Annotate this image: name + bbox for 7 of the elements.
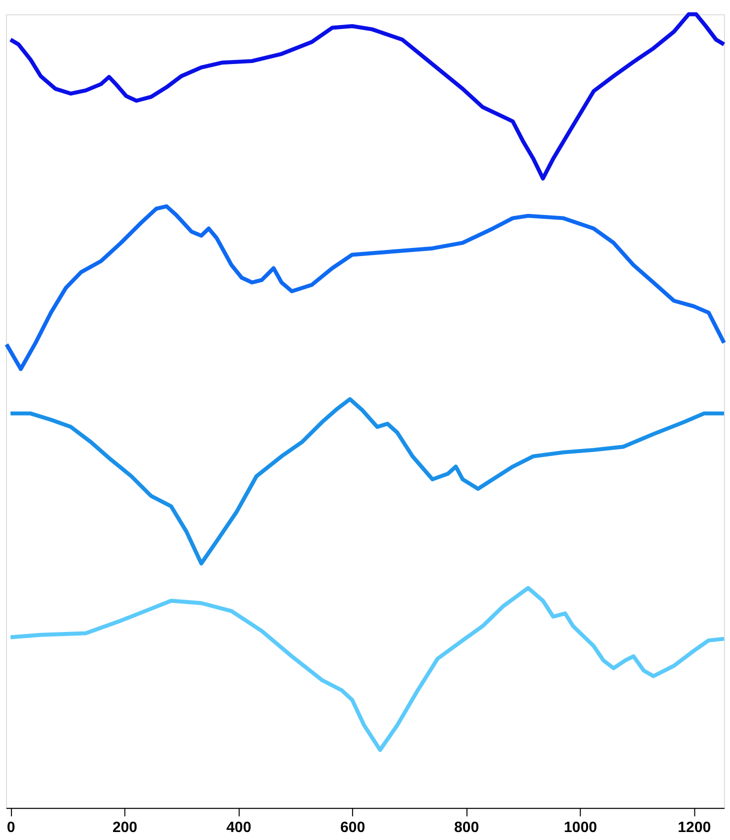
x-tick-label: 1000 xyxy=(564,820,598,836)
x-tick-label: 0 xyxy=(6,820,16,836)
x-tick-label: 200 xyxy=(112,820,138,836)
x-tick-label: 1200 xyxy=(678,820,711,836)
x-tick-label: 800 xyxy=(454,820,480,836)
x-tick-label: 600 xyxy=(340,820,366,836)
x-tick-label: 400 xyxy=(226,820,252,836)
